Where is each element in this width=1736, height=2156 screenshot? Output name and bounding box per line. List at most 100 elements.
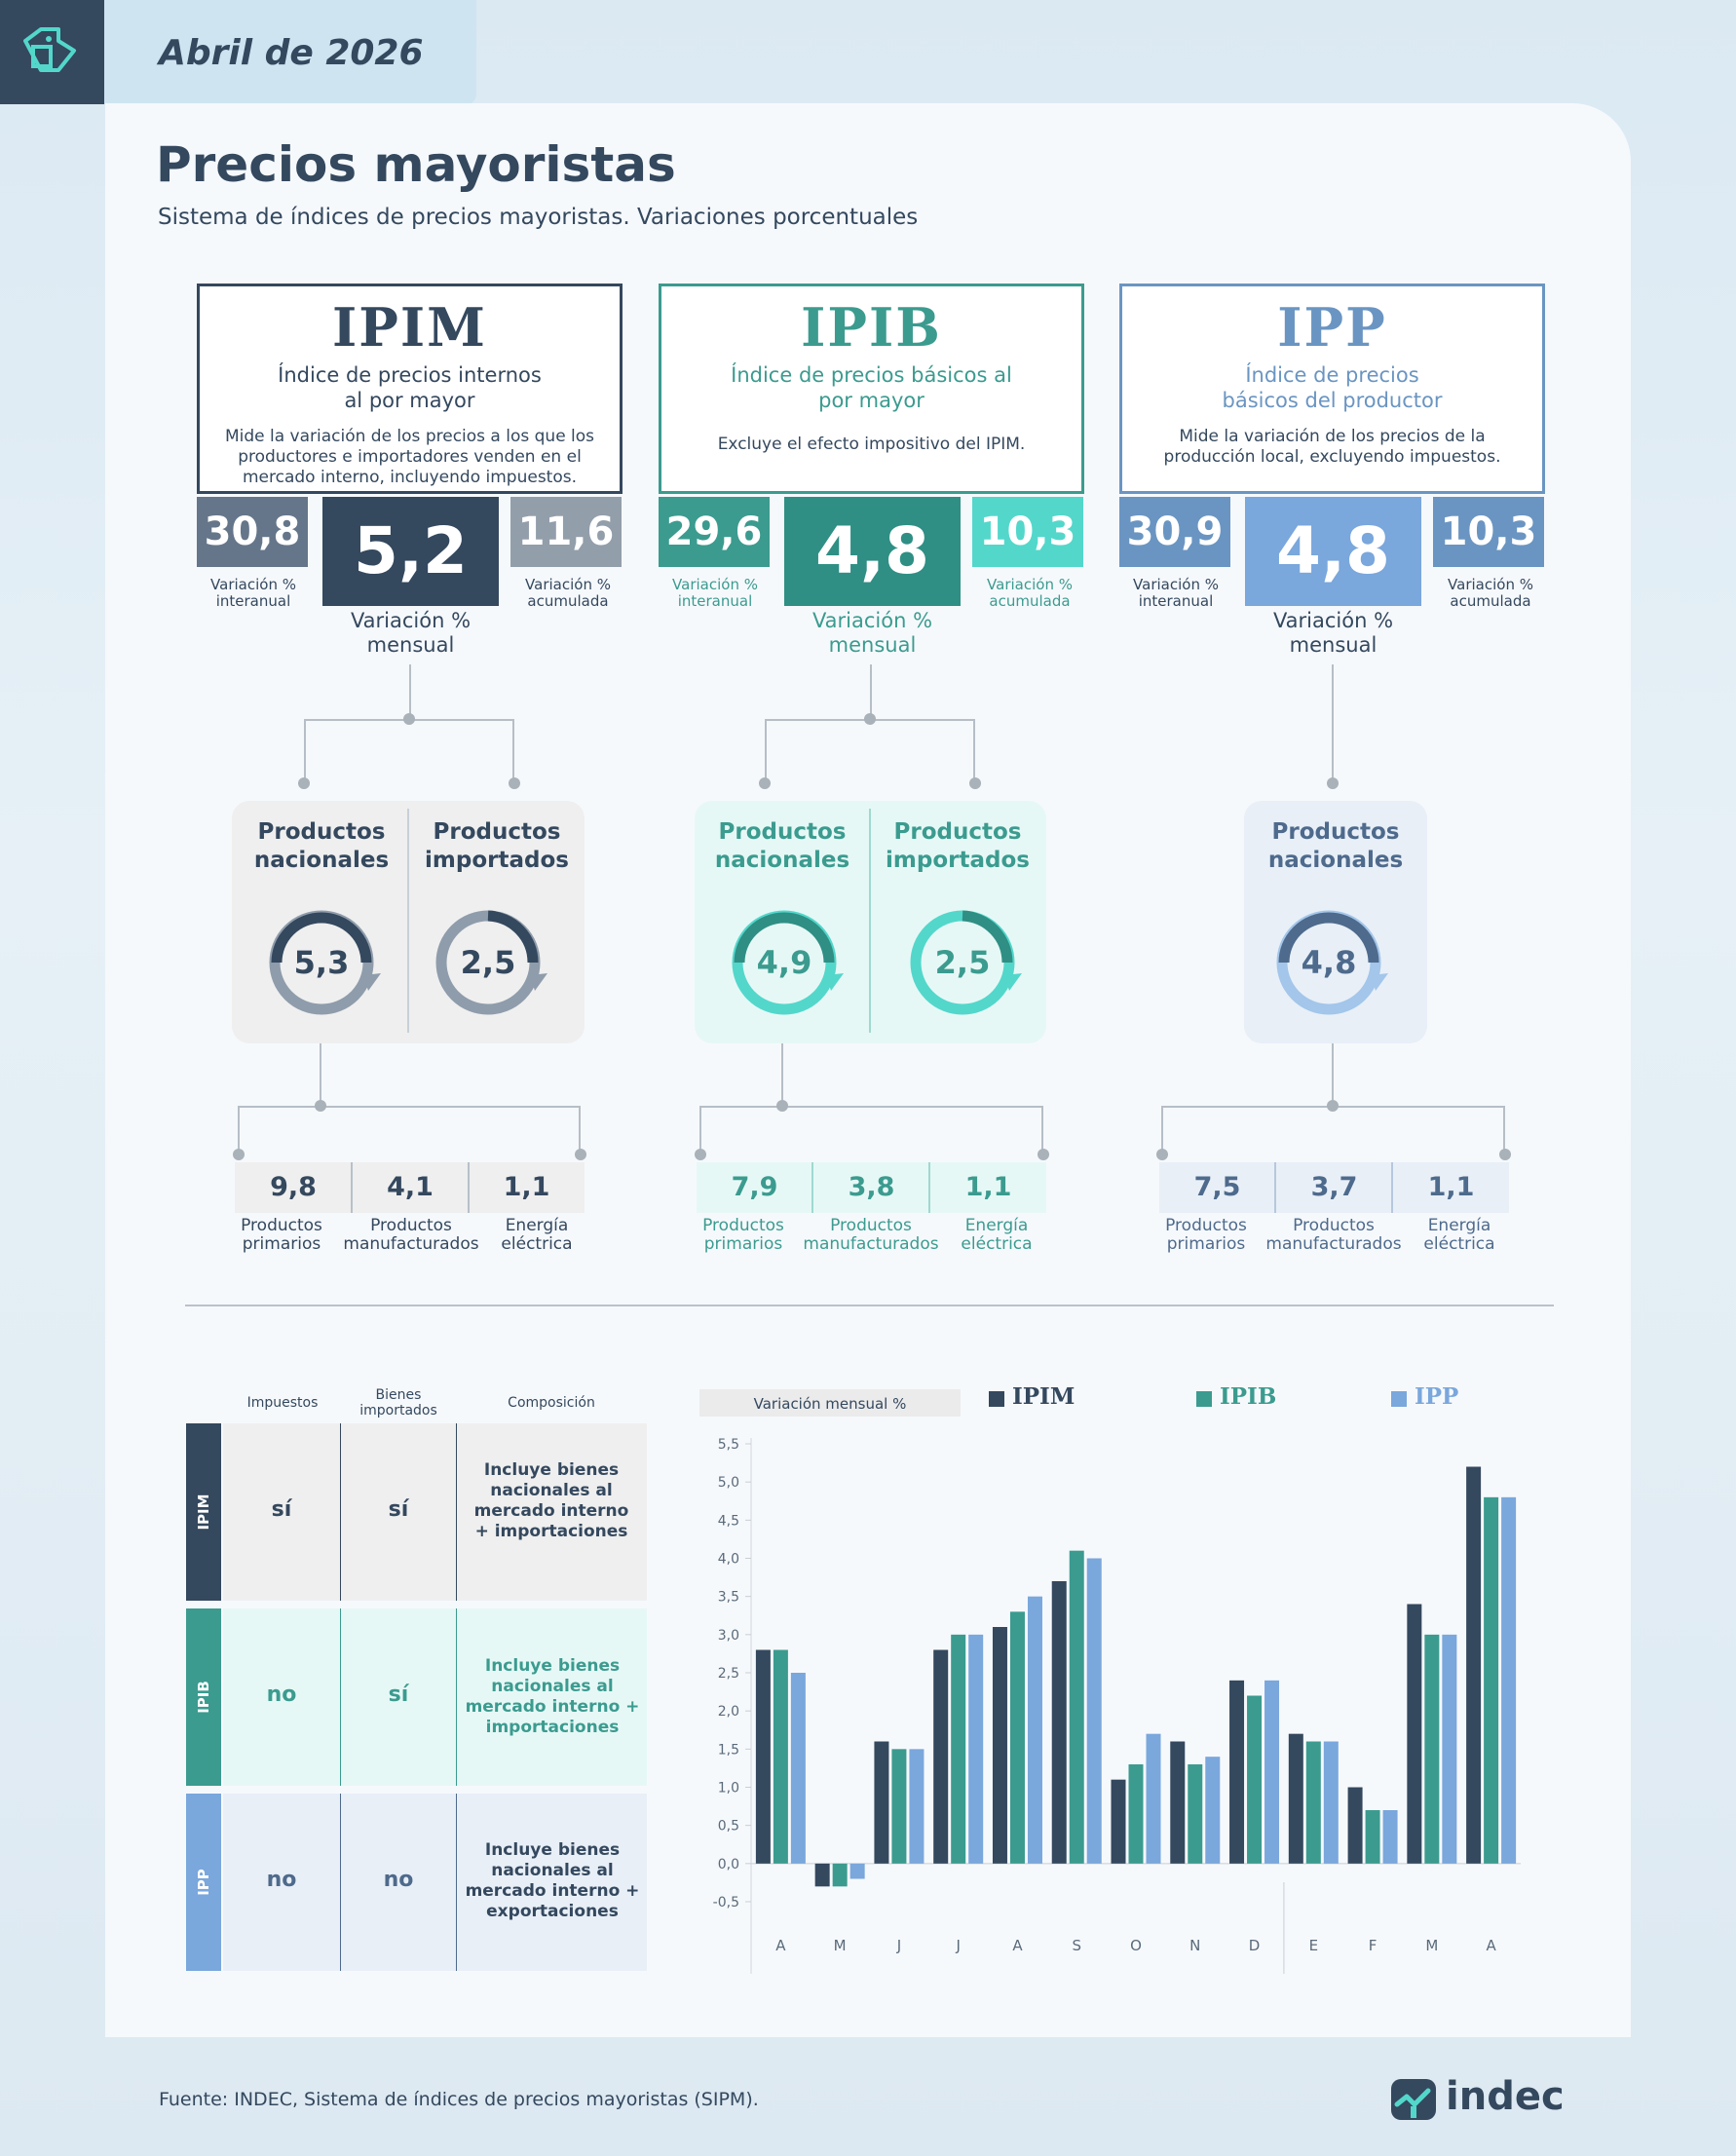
- table-divider: [340, 1423, 341, 1601]
- header-corner: [0, 0, 104, 104]
- x-tick-label: A: [1486, 1937, 1496, 1954]
- ipp-primarios: 7,5: [1159, 1162, 1275, 1213]
- bar-ipp: [1323, 1741, 1339, 1864]
- x-tick-label: N: [1189, 1937, 1200, 1954]
- connector: [781, 1043, 783, 1106]
- report-month: Abril de 2026: [159, 33, 424, 73]
- x-tick-label: E: [1309, 1937, 1318, 1954]
- y-tick-label: 1,5: [718, 1742, 739, 1758]
- bar-ipim: [1407, 1604, 1422, 1864]
- table-divider: [456, 1608, 457, 1786]
- ipp-mensual: 4,8: [1245, 497, 1421, 606]
- table-header-impuestos: Impuestos: [246, 1395, 319, 1411]
- index-name: Índice de precios básicos del productor: [1222, 363, 1443, 412]
- ipib-mensual: 4,8: [784, 497, 961, 606]
- row-tag-ipib: IPIB: [186, 1608, 221, 1786]
- index-description: Mide la variación de los precios de la p…: [1163, 427, 1501, 467]
- component-label: Productos primarios: [241, 1216, 322, 1254]
- ipim-mensual-label: Variación % mensual: [350, 609, 472, 657]
- bar-ipib: [1009, 1611, 1025, 1864]
- y-tick-label: 5,5: [718, 1437, 739, 1453]
- bar-ipim: [1347, 1787, 1363, 1864]
- y-tick-label: 4,5: [718, 1513, 739, 1529]
- y-tick-label: 3,0: [718, 1628, 739, 1644]
- connector-dot: [575, 1149, 586, 1160]
- ipib-mensual-label: Variación % mensual: [811, 609, 933, 657]
- connector-dot: [315, 1100, 326, 1112]
- ring-value: 4,9: [757, 944, 812, 981]
- indec-logo: indec: [1446, 2074, 1565, 2119]
- bar-ipib: [1188, 1764, 1203, 1864]
- connector-dot: [1499, 1149, 1511, 1160]
- y-tick-label: 2,0: [718, 1704, 739, 1720]
- bar-ipib: [1305, 1741, 1321, 1864]
- connector-dot: [1038, 1149, 1049, 1160]
- x-tick-label: A: [775, 1937, 786, 1954]
- section-divider: [185, 1305, 1554, 1306]
- bar-ipib: [1069, 1550, 1084, 1864]
- connector-dot: [776, 1100, 788, 1112]
- ring-chart-ipp-nacionales: 4,8: [1276, 910, 1388, 1015]
- x-tick-label: M: [834, 1937, 847, 1954]
- legend-label-ipim: IPIM: [1012, 1383, 1076, 1410]
- x-tick-label: S: [1072, 1937, 1081, 1954]
- ring-chart-ipib-nacionales: 4,9: [732, 910, 844, 1015]
- component-label: Productos primarios: [702, 1216, 784, 1254]
- ipp-composicion: Incluye bienes nacionales al mercado int…: [465, 1840, 640, 1921]
- ipim-primarios: 9,8: [235, 1162, 352, 1213]
- x-tick-label: J: [896, 1937, 901, 1954]
- ipib-importados: sí: [388, 1683, 409, 1707]
- bar-ipim: [1466, 1466, 1482, 1864]
- y-tick-label: -0,5: [713, 1895, 739, 1910]
- bar-ipim: [1229, 1680, 1245, 1864]
- bar-ipim: [755, 1649, 771, 1864]
- ipib-acumulada-label: Variación % acumulada: [987, 576, 1073, 610]
- bar-ipib: [1365, 1810, 1380, 1864]
- legend-swatch-ipib: [1196, 1391, 1212, 1407]
- connector: [238, 1106, 581, 1154]
- cell-divider: [811, 1162, 813, 1213]
- index-box-ipp: IPP Índice de precios básicos del produc…: [1119, 284, 1545, 494]
- connector-dot: [233, 1149, 245, 1160]
- bar-ipim: [992, 1627, 1007, 1864]
- connector: [304, 719, 514, 783]
- connector: [1332, 1043, 1334, 1106]
- row-tag-ipim: IPIM: [186, 1423, 221, 1601]
- index-box-ipim: IPIM Índice de precios internos al por m…: [197, 284, 623, 494]
- ipim-acumulada-label: Variación % acumulada: [525, 576, 611, 610]
- component-label: Energía eléctrica: [961, 1216, 1033, 1254]
- connector-dot: [1327, 1100, 1339, 1112]
- ipim-interanual: 30,8: [197, 497, 308, 567]
- bar-ipib: [1424, 1634, 1440, 1864]
- connector-dot: [1156, 1149, 1168, 1160]
- bar-ipib: [1484, 1496, 1499, 1864]
- bar-ipim: [1051, 1581, 1067, 1864]
- product-label-importados: Productos importados: [886, 819, 1030, 873]
- legend-swatch-ipp: [1391, 1391, 1407, 1407]
- connector: [765, 719, 975, 783]
- connector: [1161, 1106, 1505, 1154]
- bar-ipp: [1146, 1733, 1161, 1864]
- bar-ipim: [874, 1741, 889, 1864]
- connector: [870, 664, 872, 719]
- ring-value: 2,5: [935, 944, 991, 981]
- row-tag-label: IPIB: [195, 1681, 212, 1714]
- x-tick-label: F: [1369, 1937, 1377, 1954]
- bar-ipib: [1128, 1764, 1144, 1864]
- cell-divider: [351, 1162, 353, 1213]
- products-divider: [407, 809, 409, 1033]
- bar-ipib: [773, 1649, 788, 1864]
- bar-ipim: [1288, 1733, 1303, 1864]
- table-divider: [456, 1423, 457, 1601]
- ring-value: 4,8: [1302, 944, 1357, 981]
- ring-chart-ipim-nacionales: 5,3: [269, 910, 381, 1015]
- ipib-acumulada: 10,3: [972, 497, 1083, 567]
- bar-ipib: [832, 1863, 848, 1887]
- ipib-composicion: Incluye bienes nacionales al mercado int…: [465, 1656, 640, 1737]
- bar-ipp: [1382, 1810, 1398, 1864]
- row-tag-ipp: IPP: [186, 1794, 221, 1971]
- ipp-energia: 1,1: [1393, 1162, 1509, 1213]
- ipp-impuestos: no: [266, 1868, 297, 1892]
- connector-dot: [969, 777, 981, 789]
- connector-dot: [759, 777, 771, 789]
